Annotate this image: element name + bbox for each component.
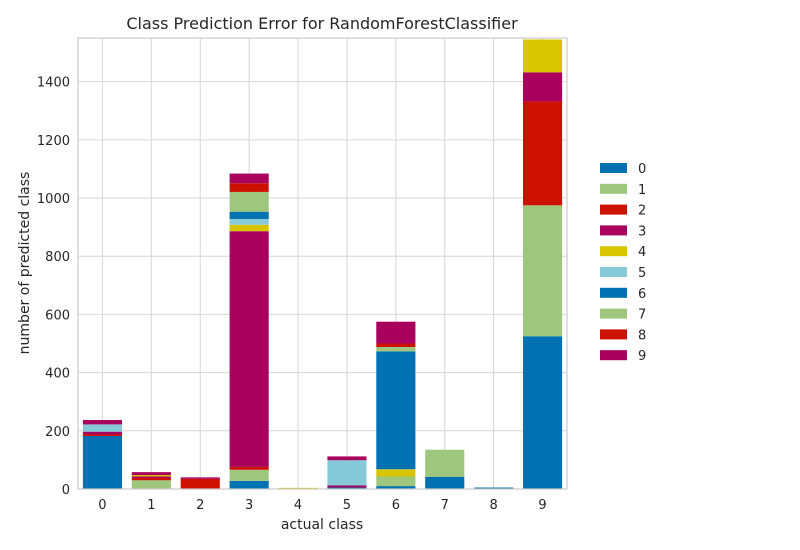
legend-label: 1 xyxy=(638,183,646,198)
legend-label: 0 xyxy=(638,162,646,177)
x-tick-label: 6 xyxy=(392,498,400,513)
bar-segment xyxy=(229,211,269,219)
x-tick-label: 3 xyxy=(245,498,253,513)
plot-frame xyxy=(77,37,568,490)
legend-label: 4 xyxy=(638,245,646,260)
y-tick-label: 1000 xyxy=(37,192,70,207)
bar-segment xyxy=(522,39,563,73)
legend-swatch xyxy=(600,204,627,215)
x-tick-label: 7 xyxy=(441,498,449,513)
bar-segment xyxy=(82,434,123,437)
legend-label: 7 xyxy=(638,308,646,323)
bar-segment xyxy=(376,486,416,489)
bar-segment xyxy=(229,173,269,184)
bar-segment xyxy=(229,218,269,225)
bar-segment xyxy=(82,420,123,425)
y-tick-label: 400 xyxy=(45,367,70,382)
legend-label: 9 xyxy=(638,349,646,364)
bar-segment xyxy=(376,343,416,348)
bar-segment xyxy=(229,224,269,232)
legend-swatch xyxy=(600,246,627,257)
bar-segment xyxy=(327,485,367,488)
bar-segment xyxy=(229,466,269,470)
bar-segment xyxy=(180,477,220,479)
x-tick-label: 1 xyxy=(147,498,155,513)
legend-label: 5 xyxy=(638,266,646,281)
x-tick-label: 4 xyxy=(294,498,302,513)
x-axis-label: actual class xyxy=(281,517,363,533)
legend-label: 2 xyxy=(638,204,646,219)
bar-segment xyxy=(131,476,171,478)
y-tick-label: 0 xyxy=(62,483,70,498)
bar-segment xyxy=(131,477,171,481)
bar-segment xyxy=(376,351,416,470)
legend-swatch xyxy=(600,329,627,340)
chart-title: Class Prediction Error for RandomForestC… xyxy=(126,14,518,33)
bar-segment xyxy=(425,476,465,489)
y-tick-labels: 0 200 400 600 800 1000 1200 1400 xyxy=(37,76,70,498)
bar-segment xyxy=(474,487,514,489)
bar-segment xyxy=(327,487,367,489)
legend-label: 3 xyxy=(638,224,646,239)
bar-segment xyxy=(131,475,171,477)
bar-segment xyxy=(229,191,269,212)
legend-swatch xyxy=(600,308,627,319)
legend-swatch xyxy=(600,183,627,194)
bar-segment xyxy=(180,478,220,489)
bar-segment xyxy=(522,205,563,337)
legend-label: 6 xyxy=(638,287,646,302)
grid xyxy=(78,38,567,490)
bar-segment xyxy=(82,431,123,435)
bar-segment xyxy=(376,321,416,344)
y-tick-label: 1400 xyxy=(37,76,70,91)
bar-segment xyxy=(522,72,563,102)
bar-segment xyxy=(229,469,269,481)
x-tick-label: 9 xyxy=(538,498,546,513)
bar-segment xyxy=(522,336,563,489)
x-tick-labels: 0 1 2 3 4 5 6 7 8 9 xyxy=(98,498,546,513)
bar-segment xyxy=(229,183,269,192)
y-tick-label: 1200 xyxy=(37,134,70,149)
legend-swatch xyxy=(600,267,627,277)
y-tick-label: 800 xyxy=(45,250,70,265)
x-tick-label: 5 xyxy=(343,498,351,513)
bar-segment xyxy=(229,231,269,467)
x-tick-label: 8 xyxy=(490,498,498,513)
bar-segment xyxy=(376,469,416,477)
legend-label: 8 xyxy=(638,328,646,343)
y-axis-label: number of predicted class xyxy=(17,172,33,355)
bar-segment xyxy=(82,424,123,432)
legend-swatch xyxy=(600,287,627,298)
legend-swatch xyxy=(600,163,627,173)
bar-segment xyxy=(376,347,416,352)
legend-swatch xyxy=(600,350,627,361)
bars xyxy=(82,39,563,489)
bar-segment xyxy=(376,476,416,487)
legend: 0 1 2 3 4 5 6 7 8 9 xyxy=(600,162,646,364)
bar-segment xyxy=(131,480,171,489)
x-tick-label: 2 xyxy=(196,498,204,513)
bar-segment xyxy=(522,101,563,206)
bar-segment xyxy=(229,480,269,489)
y-tick-label: 200 xyxy=(45,425,70,440)
legend-swatch xyxy=(600,225,627,236)
bar-segment xyxy=(425,449,465,477)
bar-segment xyxy=(327,460,367,486)
y-tick-label: 600 xyxy=(45,308,70,323)
x-tick-label: 0 xyxy=(98,498,106,513)
bar-segment xyxy=(131,472,171,476)
bar-segment xyxy=(327,456,367,461)
bar-segment xyxy=(82,436,123,489)
